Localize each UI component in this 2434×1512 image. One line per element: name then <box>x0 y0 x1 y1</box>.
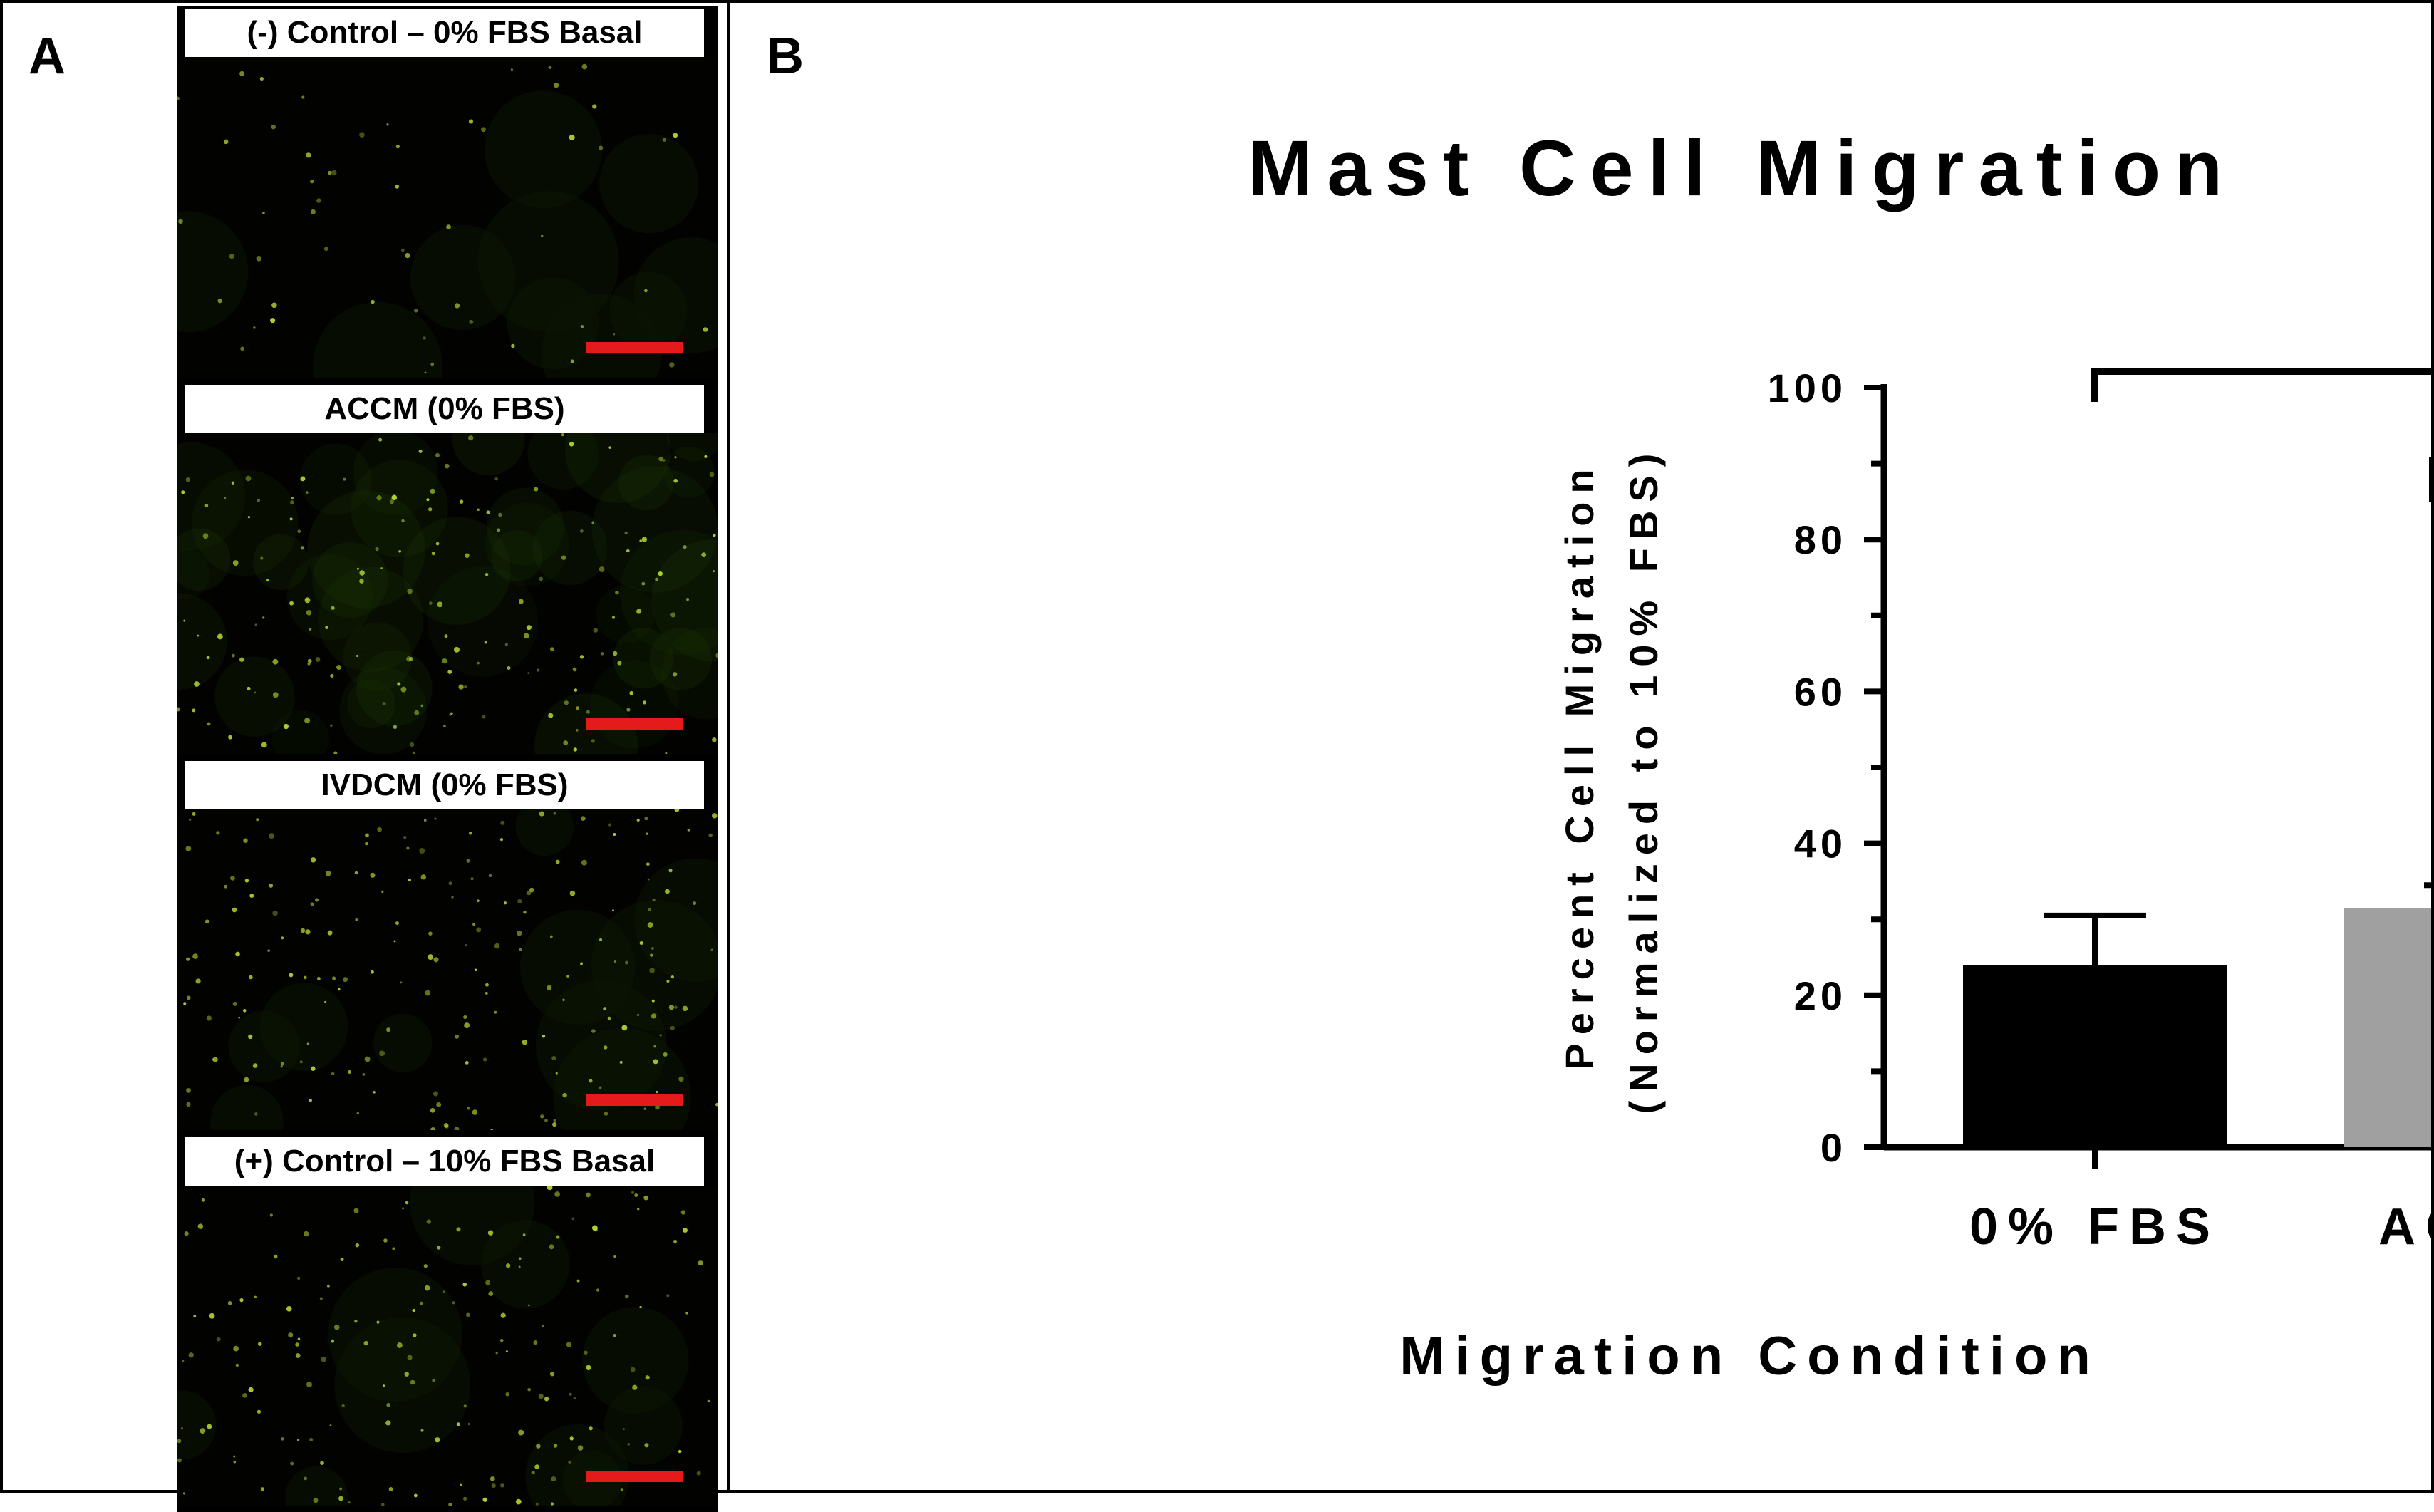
bar-chart: Mast Cell Migration Percent Cell Migrati… <box>1248 125 2431 1387</box>
x-axis-label: Migration Condition <box>1399 1326 2101 1387</box>
micrograph-image-negative-control <box>177 57 718 378</box>
panel-b: B Mast Cell Migration Percent Cell Migra… <box>727 0 2434 1493</box>
micrograph-strip: (-) Control – 0% FBS Basal ACCM (0% FBS)… <box>177 6 718 1512</box>
chart-title: Mast Cell Migration <box>1248 125 2237 212</box>
y-tick-label: 100 <box>1768 366 1847 410</box>
x-ticks: 0% FBSACCMIVDCM <box>1969 1147 2431 1255</box>
panel-a-letter: A <box>29 28 66 85</box>
micrograph-positive-control: (+) Control – 10% FBS Basal <box>177 1134 718 1512</box>
micrograph-image-accm <box>177 433 718 754</box>
bar-1 <box>1963 965 2227 1147</box>
micrograph-negative-control: (-) Control – 0% FBS Basal <box>177 6 718 383</box>
x-tick-label-1: 0% FBS <box>1969 1198 2220 1255</box>
micrograph-label-ivdcm: IVDCM (0% FBS) <box>185 761 704 809</box>
bar-2 <box>2344 908 2431 1147</box>
micrograph-label-negative-control: (-) Control – 0% FBS Basal <box>185 9 704 57</box>
y-tick-label: 0 <box>1821 1125 1847 1170</box>
micrograph-image-positive-control <box>177 1186 718 1506</box>
y-ticks: 0 20 40 60 80 100 <box>1768 366 1884 1170</box>
bars <box>1963 908 2431 1147</box>
error-bars <box>2044 882 2431 965</box>
y-tick-label: 40 <box>1794 822 1847 866</box>
micrograph-image-ivdcm <box>177 809 718 1130</box>
y-tick-label: 80 <box>1794 517 1847 562</box>
micrograph-accm: ACCM (0% FBS) <box>177 382 718 760</box>
micrograph-label-positive-control: (+) Control – 10% FBS Basal <box>185 1137 704 1186</box>
micrograph-label-accm: ACCM (0% FBS) <box>185 385 704 433</box>
x-tick-label-2: ACCM <box>2378 1198 2431 1255</box>
panel-a: A (-) Control – 0% FBS Basal ACCM (0% FB… <box>0 0 730 1512</box>
micrograph-ivdcm: IVDCM (0% FBS) <box>177 758 718 1136</box>
significance-brackets: ** <box>2091 368 2431 502</box>
y-axis-label-line2: (Normalized to 10% FBS) <box>1621 445 1666 1114</box>
y-tick-label: 20 <box>1794 973 1847 1018</box>
y-axis-label-line1: Percent Cell Migration <box>1557 460 1602 1070</box>
y-tick-label: 60 <box>1794 669 1847 714</box>
panel-b-letter: B <box>767 28 804 85</box>
significance-bracket-1 <box>2091 368 2431 402</box>
